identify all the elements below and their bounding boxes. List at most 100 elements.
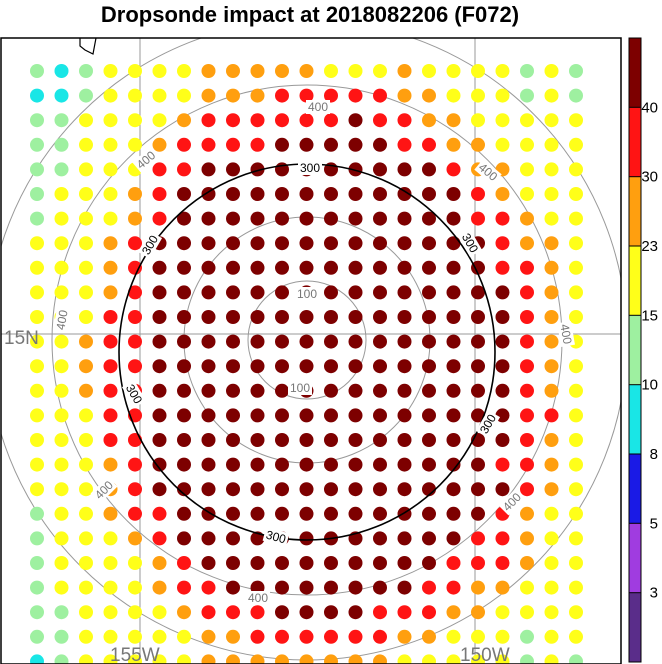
impact-dot (544, 531, 559, 546)
colorbar-tick-label: 40 (641, 99, 658, 116)
impact-dot (54, 531, 69, 546)
colorbar-tick-label: 23 (641, 238, 658, 255)
impact-dot (348, 482, 363, 497)
impact-dot (373, 88, 387, 103)
impact-dot (177, 137, 191, 152)
impact-dot (324, 482, 338, 497)
impact-dot (324, 629, 338, 644)
colorbar-tick-label: 3 (650, 585, 658, 602)
impact-dot (397, 88, 412, 103)
impact-dot (275, 482, 289, 497)
impact-dot (299, 433, 314, 447)
impact-dot (152, 457, 167, 472)
impact-dot (250, 187, 265, 201)
impact-dot (250, 64, 265, 78)
impact-dot (495, 211, 510, 226)
impact-dot (128, 605, 142, 620)
impact-dot (544, 187, 559, 201)
impact-dot (373, 211, 387, 226)
impact-dot (471, 260, 485, 275)
impact-dot (54, 482, 69, 497)
impact-dot (103, 187, 118, 201)
impact-dot (201, 359, 216, 374)
impact-dot (299, 457, 314, 472)
impact-dot (544, 334, 559, 349)
impact-dot (201, 310, 216, 324)
impact-dot (201, 383, 216, 398)
impact-dot (348, 605, 363, 620)
impact-dot (128, 64, 142, 78)
impact-dot (373, 113, 387, 128)
impact-dot (520, 457, 534, 472)
colorbar-tick-label: 8 (650, 446, 658, 463)
impact-dot (471, 629, 485, 644)
impact-dot (177, 260, 191, 275)
impact-dot (495, 605, 510, 620)
impact-dot (250, 359, 265, 374)
impact-dot (54, 506, 69, 521)
impact-dot (128, 285, 142, 300)
impact-dot (226, 211, 240, 226)
impact-dot (177, 113, 191, 128)
ring-label: 400 (248, 591, 268, 605)
impact-dot (299, 580, 314, 595)
impact-dot (495, 236, 510, 251)
impact-dot (495, 457, 510, 472)
impact-dot (348, 383, 363, 398)
impact-dot (79, 211, 93, 226)
impact-dot (250, 605, 265, 620)
impact-dot (226, 457, 240, 472)
impact-dot (324, 408, 338, 423)
impact-dot (471, 580, 485, 595)
impact-dot (152, 310, 167, 324)
impact-dot (79, 137, 93, 152)
impact-dot (152, 211, 167, 226)
impact-dot (324, 433, 338, 447)
impact-dot (152, 605, 167, 620)
impact-dot (324, 310, 338, 324)
impact-dot (79, 556, 93, 570)
impact-dot (152, 654, 167, 664)
impact-dot (152, 187, 167, 201)
impact-dot (373, 605, 387, 620)
impact-dot (54, 285, 69, 300)
impact-dot (569, 285, 583, 300)
impact-dot (103, 408, 118, 423)
impact-dot (544, 605, 559, 620)
impact-dot (422, 211, 436, 226)
impact-dot (348, 187, 363, 201)
impact-dot (569, 457, 583, 472)
impact-dot (569, 383, 583, 398)
impact-dot (569, 113, 583, 128)
impact-dot (422, 88, 436, 103)
impact-dot (520, 359, 534, 374)
impact-dot (348, 334, 363, 349)
impact-dot (103, 88, 118, 103)
impact-dot (397, 482, 412, 497)
impact-dot (79, 506, 93, 521)
impact-dot (299, 556, 314, 570)
impact-dot (348, 137, 363, 152)
impact-dot (544, 383, 559, 398)
impact-dots (30, 64, 583, 664)
impact-dot (446, 162, 461, 177)
impact-dot (446, 408, 461, 423)
impact-dot (79, 433, 93, 447)
impact-dot (299, 64, 314, 78)
impact-dot (422, 137, 436, 152)
ring-label-bg (457, 229, 483, 257)
impact-dot (250, 211, 265, 226)
impact-dot (324, 654, 338, 664)
impact-dot (520, 137, 534, 152)
impact-dot (79, 482, 93, 497)
impact-dot (177, 383, 191, 398)
impact-dot (471, 605, 485, 620)
impact-dot (30, 433, 44, 447)
impact-dot (569, 359, 583, 374)
impact-dot (544, 433, 559, 447)
ring-label-bg (53, 306, 71, 334)
impact-dot (128, 113, 142, 128)
impact-dot (152, 629, 167, 644)
impact-dot (446, 187, 461, 201)
impact-dot (422, 113, 436, 128)
